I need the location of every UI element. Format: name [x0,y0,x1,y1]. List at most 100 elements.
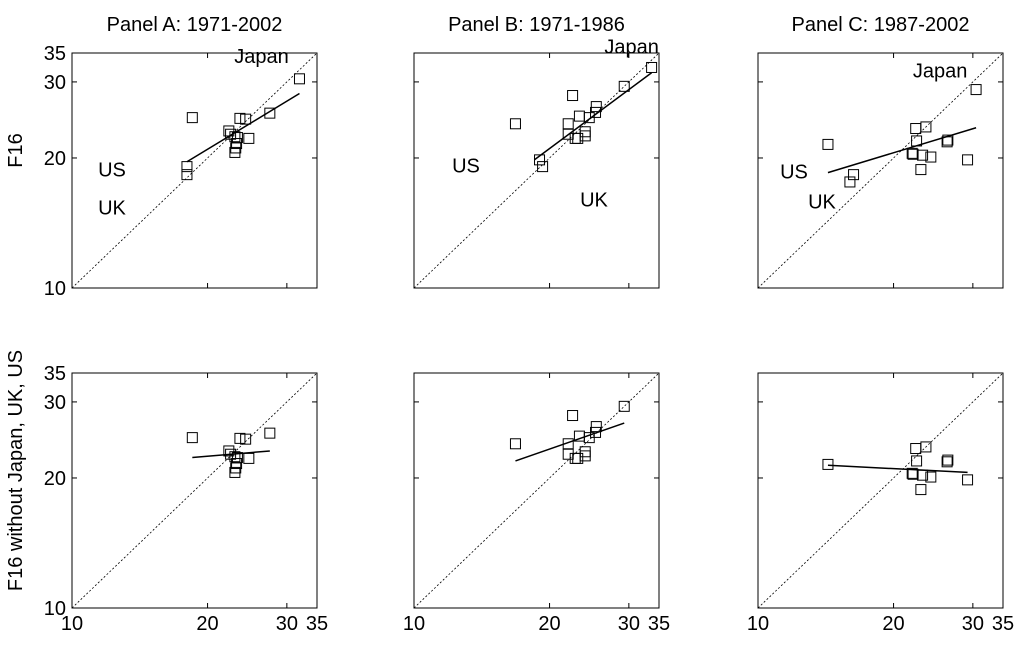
panel-title: Panel C: 1987-2002 [792,14,970,36]
data-point [240,113,252,125]
data-point [573,110,585,122]
data-point [231,132,243,144]
data-point [572,132,584,144]
data-point [920,121,932,133]
diagonal-line [413,52,660,289]
x-tick-label: 20 [196,613,218,635]
x-tick-label: 10 [747,613,769,635]
data-point [579,450,591,462]
data-point [230,142,242,154]
fit-line [186,92,300,163]
data-point [911,135,923,147]
data-point [231,452,243,464]
y-tick-label: 30 [44,392,66,414]
data-point [915,484,927,496]
data-point [181,161,193,173]
data-point [910,123,922,135]
data-point [223,125,235,137]
data-point [579,446,591,458]
data-point [822,138,834,150]
data-point [911,455,923,467]
data-point [243,452,255,464]
panel-title: Panel B: 1971-1986 [448,14,625,36]
panel-title: Panel A: 1971-2002 [107,14,283,36]
data-point [579,126,591,138]
x-tick-label: 35 [992,613,1014,635]
data-point [618,400,630,412]
y-axis-label: F16 without Japan, UK, US [5,350,27,591]
x-tick-label: 20 [538,613,560,635]
data-point [567,410,579,422]
x-tick-label: 35 [306,613,328,635]
data-point [293,73,305,85]
annotation-japan: Japan [913,61,968,83]
x-tick-label: 10 [61,613,83,635]
data-point [509,438,521,450]
data-point [942,134,954,146]
data-point [240,433,252,445]
data-point [917,149,929,161]
annotation-japan: Japan [234,46,289,68]
data-point [186,432,198,444]
diagonal-line [71,52,318,289]
annotation-us: US [452,156,480,178]
data-point [910,443,922,455]
data-point [646,61,658,73]
data-point [569,452,581,464]
data-point [941,456,953,468]
data-point [962,474,974,486]
plot-frame [757,372,1004,609]
data-point [537,161,549,173]
data-point [243,132,255,144]
fit-line [827,464,968,474]
y-tick-label: 20 [44,468,66,490]
data-point [579,130,591,142]
plot-frame [71,372,318,609]
data-point [229,146,241,158]
data-point [907,148,919,160]
data-point [822,458,834,470]
y-tick-label: 35 [44,363,66,385]
data-point [229,131,241,143]
annotation-uk: UK [98,197,126,219]
plot-frame [413,372,660,609]
plot-frame [71,52,318,289]
data-point [231,458,243,470]
x-tick-label: 30 [962,613,984,635]
data-point [572,452,584,464]
data-point [925,151,937,163]
data-point [234,432,246,444]
data-point [229,466,241,478]
data-point [264,427,276,439]
data-point [230,462,242,474]
diagonal-line [757,52,1004,289]
plot-frame [413,52,660,289]
data-point [186,112,198,124]
diagonal-line [71,372,318,609]
data-point [509,118,521,130]
fit-line [533,72,653,161]
data-point [225,448,237,460]
data-point [562,438,574,450]
data-point [941,136,953,148]
data-point [590,101,602,113]
fit-line [827,127,977,174]
data-point [942,454,954,466]
data-point [907,468,919,480]
data-point [848,169,860,181]
fit-line [192,450,270,459]
plot-frame [757,52,1004,289]
data-point [590,106,602,118]
data-point [229,451,241,463]
data-point [618,80,630,92]
data-point [534,154,546,166]
data-point [231,138,243,150]
data-point [906,147,918,159]
data-point [567,90,579,102]
fit-line [515,422,625,462]
panel-1: 10 20 30 35 Panel A: 1971-2002 F16 Japan US UK [5,14,318,300]
data-point [181,169,193,181]
data-point [970,84,982,96]
data-point [225,128,237,140]
